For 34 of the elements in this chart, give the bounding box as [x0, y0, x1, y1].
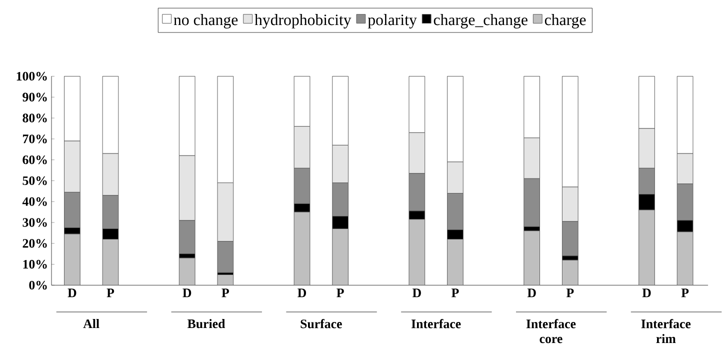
y-tick-label: 70% — [22, 134, 47, 144]
x-tick-label: D — [412, 288, 421, 297]
text: All — [83, 318, 100, 328]
legend-label: charge — [544, 14, 586, 28]
y-tick-label: 80% — [22, 113, 47, 122]
legend-label: polarity — [368, 14, 417, 28]
x-tick-label: P — [566, 288, 574, 297]
text: Interface — [411, 318, 461, 328]
text: Buried — [188, 318, 226, 328]
y-tick-label: 10% — [23, 260, 47, 268]
legend-label: hydrophobicity — [254, 14, 352, 28]
text: Interface rim — [641, 318, 691, 343]
x-tick-label: D — [68, 288, 76, 297]
legend-label: no change — [174, 14, 238, 28]
legend-label: charge_change — [434, 14, 528, 28]
x-tick-label: D — [642, 288, 651, 297]
y-tick-label: 50% — [22, 176, 47, 185]
text: Interface core — [526, 318, 576, 343]
text: Surface — [300, 318, 342, 328]
x-tick-label: P — [222, 288, 229, 297]
x-tick-label: P — [452, 288, 459, 297]
y-tick-label: 90% — [22, 92, 47, 102]
x-tick-label: P — [106, 288, 114, 297]
x-tick-label: P — [681, 288, 689, 297]
x-tick-label: D — [182, 288, 192, 297]
y-tick-label: 100% — [16, 72, 47, 80]
x-tick-label: D — [298, 288, 306, 297]
y-tick-label: 20% — [22, 238, 47, 248]
y-tick-label: 40% — [22, 197, 47, 206]
x-tick-label: P — [336, 288, 344, 297]
y-tick-label: 60% — [22, 155, 47, 164]
y-tick-label: 0% — [29, 280, 47, 290]
y-tick-label: 30% — [22, 218, 47, 227]
x-tick-label: D — [527, 288, 536, 297]
